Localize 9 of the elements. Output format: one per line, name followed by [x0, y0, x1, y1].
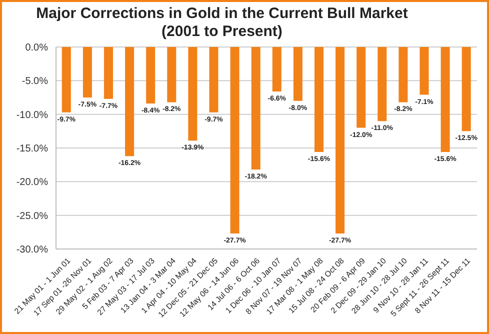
y-tick-label: -5.0% [22, 76, 48, 88]
y-tick-label: 0.0% [25, 42, 48, 54]
y-tick-label: -20.0% [16, 177, 48, 188]
chart-title: Major Corrections in Gold in the Current Bull Market [36, 5, 408, 22]
y-tick-label: -15.0% [16, 144, 48, 155]
chart-subtitle: (2001 to Present) [162, 23, 282, 40]
y-tick-label: -30.0% [16, 244, 48, 256]
y-tick-label: -10.0% [16, 110, 48, 121]
y-tick-label: -25.0% [16, 210, 48, 222]
